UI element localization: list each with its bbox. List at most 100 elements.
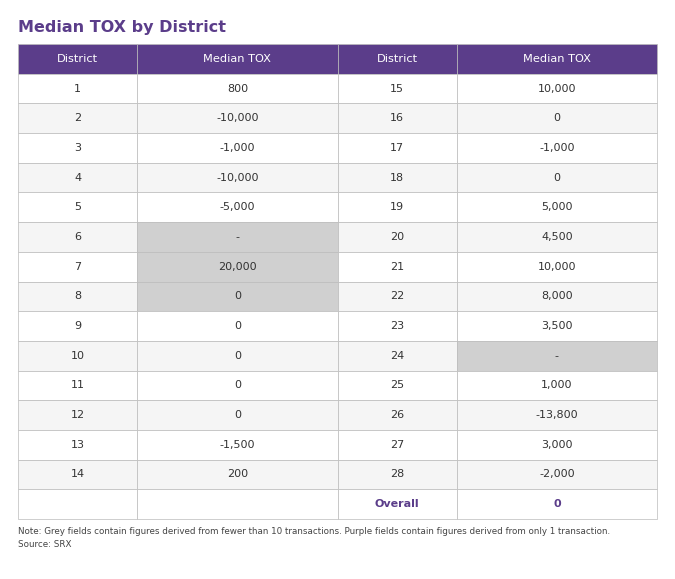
Bar [18, 252, 137, 281]
Text: 24: 24 [390, 351, 404, 361]
Bar [18, 371, 137, 400]
Text: 9: 9 [74, 321, 81, 331]
Bar [338, 44, 457, 74]
Bar [457, 44, 657, 74]
Text: 12: 12 [71, 410, 85, 420]
Text: Overall: Overall [375, 499, 419, 509]
Text: 10: 10 [71, 351, 84, 361]
Bar [457, 281, 657, 311]
Text: 23: 23 [390, 321, 404, 331]
Text: 4,500: 4,500 [541, 232, 572, 242]
Text: 0: 0 [554, 113, 560, 123]
Bar [18, 400, 137, 430]
Bar [338, 222, 457, 252]
Text: 10,000: 10,000 [538, 83, 576, 94]
Bar [137, 133, 338, 163]
Text: 0: 0 [234, 321, 241, 331]
Text: Median TOX: Median TOX [523, 54, 591, 64]
Text: 0: 0 [234, 351, 241, 361]
Text: 0: 0 [234, 410, 241, 420]
Text: Median TOX: Median TOX [203, 54, 271, 64]
Text: 0: 0 [234, 380, 241, 390]
Bar [137, 460, 338, 489]
Text: 8,000: 8,000 [541, 291, 572, 301]
Bar [137, 281, 338, 311]
Text: 800: 800 [227, 83, 248, 94]
Bar [18, 192, 137, 222]
Bar [18, 104, 137, 133]
Text: 26: 26 [390, 410, 404, 420]
Bar [137, 104, 338, 133]
Bar [338, 460, 457, 489]
Bar [457, 163, 657, 192]
Text: 11: 11 [71, 380, 84, 390]
Bar [338, 430, 457, 460]
Text: 22: 22 [390, 291, 404, 301]
Text: 25: 25 [390, 380, 404, 390]
Text: 0: 0 [234, 291, 241, 301]
Bar [457, 252, 657, 281]
Bar [457, 192, 657, 222]
Text: 8: 8 [74, 291, 81, 301]
Text: 7: 7 [74, 262, 81, 272]
Bar [338, 311, 457, 341]
Text: District: District [377, 54, 418, 64]
Bar [457, 341, 657, 371]
Bar [457, 104, 657, 133]
Bar [18, 341, 137, 371]
Text: 4: 4 [74, 173, 81, 182]
Text: 18: 18 [390, 173, 404, 182]
Bar [457, 222, 657, 252]
Bar [137, 74, 338, 104]
Text: 14: 14 [71, 470, 85, 479]
Text: 3: 3 [74, 143, 81, 153]
Text: District: District [57, 54, 99, 64]
Bar [18, 222, 137, 252]
Bar [457, 133, 657, 163]
Bar [338, 489, 457, 519]
Bar [137, 311, 338, 341]
Bar [137, 341, 338, 371]
Bar [18, 460, 137, 489]
Bar [18, 44, 137, 74]
Text: -2,000: -2,000 [539, 470, 574, 479]
Bar [338, 341, 457, 371]
Text: Median TOX by District: Median TOX by District [18, 20, 226, 35]
Text: 1,000: 1,000 [541, 380, 572, 390]
Bar [338, 74, 457, 104]
Text: 13: 13 [71, 440, 84, 450]
Text: -5,000: -5,000 [219, 202, 255, 212]
Text: 2: 2 [74, 113, 81, 123]
Text: 17: 17 [390, 143, 404, 153]
Text: 5,000: 5,000 [541, 202, 572, 212]
Bar [18, 489, 137, 519]
Text: 1: 1 [74, 83, 81, 94]
Bar [137, 400, 338, 430]
Bar [457, 74, 657, 104]
Bar [457, 311, 657, 341]
Bar [457, 460, 657, 489]
Bar [18, 74, 137, 104]
Bar [338, 133, 457, 163]
Text: 20,000: 20,000 [218, 262, 256, 272]
Text: 27: 27 [390, 440, 404, 450]
Bar [137, 222, 338, 252]
Text: 20: 20 [390, 232, 404, 242]
Text: 21: 21 [390, 262, 404, 272]
Bar [457, 400, 657, 430]
Text: -10,000: -10,000 [216, 113, 259, 123]
Bar [457, 489, 657, 519]
Text: -13,800: -13,800 [535, 410, 578, 420]
Text: 5: 5 [74, 202, 81, 212]
Bar [457, 430, 657, 460]
Text: Source: SRX: Source: SRX [18, 540, 72, 549]
Text: -1,000: -1,000 [539, 143, 574, 153]
Text: -1,500: -1,500 [219, 440, 255, 450]
Bar [137, 371, 338, 400]
Bar [137, 489, 338, 519]
Text: 6: 6 [74, 232, 81, 242]
Text: 200: 200 [227, 470, 248, 479]
Text: 3,500: 3,500 [541, 321, 572, 331]
Bar [18, 311, 137, 341]
Bar [338, 281, 457, 311]
